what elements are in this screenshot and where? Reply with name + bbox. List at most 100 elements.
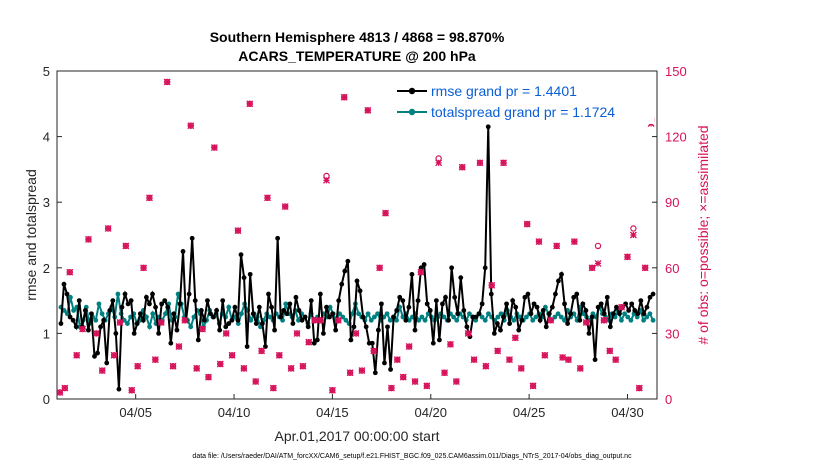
- rmse-point: [101, 317, 107, 323]
- rmse-point: [473, 314, 479, 320]
- spread-point: [441, 314, 447, 320]
- rmse-point: [385, 324, 390, 330]
- rmse-point: [217, 327, 223, 333]
- rmse-point: [177, 301, 183, 307]
- spread-point: [622, 311, 627, 317]
- rmse-point: [333, 327, 339, 333]
- rmse-point: [464, 324, 470, 330]
- obs-assimilated-point: [446, 340, 454, 348]
- rmse-point: [186, 291, 192, 297]
- y-axis-label: rmse and totalspread: [23, 169, 39, 301]
- rmse-point: [348, 337, 354, 343]
- rmse-point: [171, 311, 177, 317]
- rmse-point: [281, 308, 287, 313]
- obs-assimilated-point: [323, 176, 330, 184]
- rmse-point: [501, 314, 506, 320]
- spread-point: [619, 317, 624, 323]
- rmse-point: [607, 324, 613, 330]
- obs-assimilated-point: [85, 235, 92, 243]
- obs-assimilated-point: [346, 369, 354, 377]
- obs-assimilated-point: [523, 220, 531, 228]
- obs-assimilated-point: [624, 253, 631, 261]
- obs-assimilated-point: [352, 329, 360, 337]
- rmse-point: [244, 344, 250, 349]
- obs-assimilated-point: [612, 356, 620, 364]
- rmse-point: [537, 317, 543, 323]
- rmse-point: [455, 311, 461, 317]
- rmse-point: [632, 308, 638, 313]
- obs-assimilated-point: [364, 106, 372, 114]
- rmse-point: [321, 331, 326, 336]
- obs-assimilated-point: [61, 384, 69, 392]
- rmse-point: [360, 314, 366, 320]
- legend-rmse-label: rmse grand pr = 1.4401: [431, 83, 577, 99]
- y-tick-label: 1: [43, 326, 50, 341]
- obs-assimilated-point: [258, 347, 266, 355]
- obs-assimilated-point: [299, 362, 307, 370]
- rmse-point: [287, 301, 293, 307]
- spread-point: [372, 314, 377, 320]
- obs-assimilated-point: [110, 351, 118, 359]
- spread-point: [163, 311, 168, 317]
- obs-assimilated-point: [399, 373, 407, 381]
- spread-point: [226, 304, 232, 310]
- rmse-point: [195, 337, 201, 343]
- rmse-point: [449, 265, 455, 271]
- obs-assimilated-point: [435, 159, 443, 167]
- rmse-point: [223, 324, 229, 330]
- obs-assimilated-point: [370, 347, 378, 355]
- obs-assimilated-point: [541, 351, 549, 359]
- y-tick-label: 4: [43, 130, 50, 145]
- spread-point: [343, 317, 349, 323]
- obs-assimilated-point: [488, 281, 496, 289]
- legend-rmse-marker: [408, 87, 416, 95]
- obs-assimilated-point: [376, 264, 384, 272]
- obs-assimilated-point: [553, 242, 561, 250]
- rmse-point: [546, 311, 552, 317]
- rmse-point: [534, 304, 540, 310]
- rmse-point: [143, 294, 149, 300]
- rmse-point: [391, 314, 397, 320]
- rmse-point: [214, 308, 219, 313]
- spread-point: [644, 314, 650, 320]
- y-right-tick-label: 0: [665, 392, 672, 407]
- obs-assimilated-point: [387, 384, 395, 392]
- rmse-point: [522, 294, 528, 300]
- spread-point: [530, 317, 536, 323]
- x-tick-label: 04/15: [316, 405, 349, 420]
- spread-point: [365, 311, 371, 317]
- spread-point: [511, 317, 517, 323]
- obs-assimilated-point: [641, 264, 649, 272]
- rmse-point: [345, 258, 351, 264]
- spread-point: [340, 314, 346, 320]
- rmse-point: [241, 275, 247, 281]
- obs-assimilated-point: [234, 227, 242, 235]
- rmse-point: [339, 281, 345, 287]
- obs-assimilated-point: [452, 378, 460, 385]
- rmse-point: [113, 331, 119, 336]
- spread-point: [150, 311, 156, 317]
- spread-point: [495, 314, 501, 320]
- spread-point: [498, 311, 504, 317]
- obs-assimilated-point: [600, 316, 608, 324]
- obs-assimilated-point: [417, 268, 425, 276]
- rmse-point: [119, 304, 125, 310]
- rmse-point: [595, 304, 601, 310]
- rmse-point: [92, 353, 97, 359]
- obs-assimilated-point: [222, 329, 230, 337]
- spread-point: [384, 311, 390, 317]
- rmse-point: [284, 311, 290, 317]
- rmse-point: [437, 337, 442, 343]
- rmse-point: [192, 298, 198, 303]
- obs-assimilated-point: [252, 378, 260, 385]
- rmse-point: [104, 360, 110, 366]
- rmse-point: [110, 298, 116, 303]
- rmse-point: [589, 314, 595, 320]
- rmse-point: [95, 350, 100, 356]
- obs-possible-point: [594, 242, 602, 250]
- spread-point: [191, 314, 197, 320]
- y-right-tick-label: 60: [665, 261, 679, 276]
- obs-assimilated-point: [116, 319, 124, 326]
- rmse-point: [540, 308, 546, 313]
